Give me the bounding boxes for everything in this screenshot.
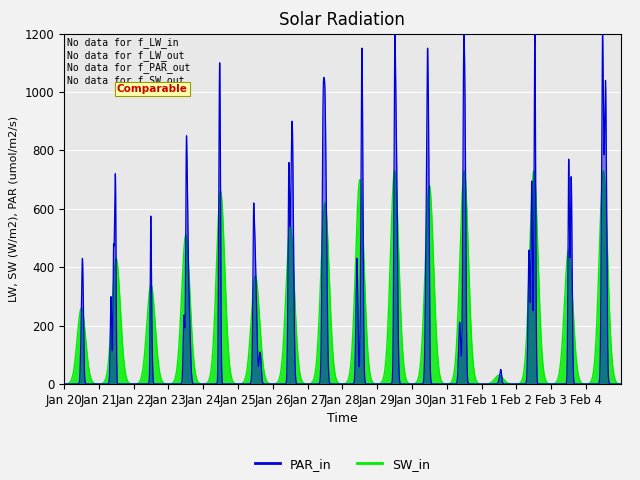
- Legend: PAR_in, SW_in: PAR_in, SW_in: [250, 453, 435, 476]
- Y-axis label: LW, SW (W/m2), PAR (umol/m2/s): LW, SW (W/m2), PAR (umol/m2/s): [9, 116, 19, 302]
- Text: No data for f_LW_in
No data for f_LW_out
No data for f_PAR_out
No data for f_SW_: No data for f_LW_in No data for f_LW_out…: [67, 37, 190, 85]
- Text: Comparable: Comparable: [117, 84, 188, 95]
- Title: Solar Radiation: Solar Radiation: [280, 11, 405, 29]
- X-axis label: Time: Time: [327, 412, 358, 425]
